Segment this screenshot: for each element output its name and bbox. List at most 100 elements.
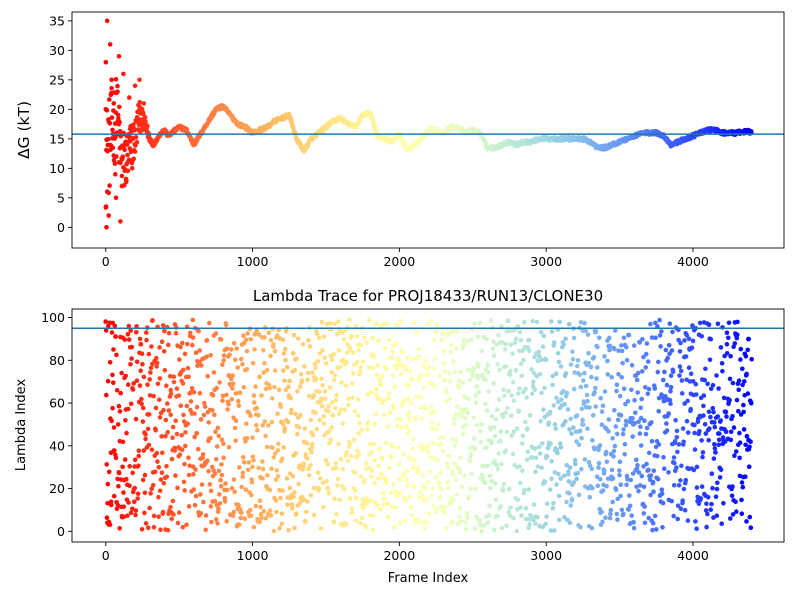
data-point: [507, 372, 513, 378]
data-point: [104, 225, 109, 230]
data-point: [656, 409, 661, 414]
data-point: [194, 431, 200, 436]
data-point: [131, 122, 136, 127]
data-point: [613, 487, 619, 493]
data-point: [658, 344, 663, 349]
data-point: [144, 337, 149, 343]
data-point: [641, 464, 646, 469]
data-point: [706, 438, 711, 443]
data-point: [125, 513, 130, 518]
data-point: [141, 101, 147, 106]
data-point: [146, 412, 152, 417]
data-point: [305, 377, 310, 383]
data-point: [728, 437, 734, 443]
data-point: [688, 406, 693, 412]
data-point: [163, 417, 169, 423]
data-point: [116, 470, 122, 476]
data-point: [432, 356, 438, 361]
data-point: [489, 414, 495, 419]
data-point: [114, 388, 120, 393]
data-point: [505, 328, 511, 334]
data-point: [194, 404, 200, 410]
data-point: [509, 413, 514, 419]
data-point: [617, 393, 623, 399]
data-point: [113, 334, 118, 339]
data-point: [236, 403, 242, 409]
data-point: [124, 142, 130, 147]
data-point: [538, 419, 543, 424]
data-point: [485, 463, 491, 469]
data-point: [460, 431, 466, 437]
data-point: [106, 213, 111, 218]
data-point: [195, 363, 200, 369]
data-point: [714, 373, 719, 378]
data-point: [393, 489, 399, 495]
data-point: [544, 454, 550, 460]
data-point: [394, 322, 400, 328]
data-point: [716, 437, 722, 443]
data-point: [619, 348, 625, 354]
data-point: [133, 416, 139, 422]
data-point: [552, 422, 558, 427]
y-tick-label: 60: [49, 396, 65, 411]
data-point: [678, 506, 684, 512]
data-point: [692, 447, 698, 452]
data-point: [370, 513, 376, 519]
data-point: [381, 502, 387, 508]
data-point: [332, 405, 338, 411]
data-point: [157, 376, 163, 381]
data-point: [437, 495, 443, 500]
data-point: [289, 407, 294, 413]
data-point: [185, 365, 191, 371]
data-point: [370, 527, 376, 533]
data-point: [606, 429, 611, 434]
data-point: [261, 508, 267, 514]
data-point: [426, 449, 431, 455]
data-point: [126, 500, 131, 505]
data-point: [692, 430, 697, 436]
data-point: [304, 509, 309, 515]
data-point: [719, 361, 725, 366]
data-point: [428, 404, 434, 409]
data-point: [198, 511, 204, 516]
data-point: [459, 414, 464, 420]
data-point: [154, 364, 159, 369]
data-point: [411, 320, 417, 326]
data-point: [724, 351, 730, 356]
data-point: [412, 458, 417, 463]
data-point: [617, 468, 622, 473]
data-point: [603, 449, 609, 455]
data-point: [181, 367, 186, 373]
data-point: [149, 344, 154, 349]
data-point: [727, 376, 733, 382]
data-point: [623, 418, 629, 424]
data-point: [561, 473, 567, 479]
data-point: [381, 496, 387, 502]
data-point: [170, 435, 175, 441]
data-point: [133, 135, 139, 140]
data-point: [519, 441, 525, 446]
data-point: [165, 401, 170, 406]
data-point: [224, 346, 230, 352]
data-point: [617, 459, 623, 465]
y-tick-label: 20: [49, 102, 65, 117]
data-point: [555, 399, 561, 405]
data-point: [582, 457, 588, 462]
data-point: [202, 400, 207, 406]
data-point: [677, 364, 683, 369]
data-point: [121, 71, 126, 77]
data-point: [708, 414, 713, 420]
data-point: [513, 367, 519, 373]
data-point: [126, 157, 132, 162]
data-point: [584, 392, 590, 398]
data-point: [594, 474, 600, 480]
data-point: [260, 466, 266, 472]
data-point: [586, 360, 592, 366]
data-point: [540, 344, 546, 350]
data-point: [282, 426, 288, 431]
data-point: [343, 521, 349, 527]
data-point: [107, 97, 112, 102]
data-point: [676, 483, 682, 488]
data-point: [549, 476, 554, 482]
data-point: [159, 470, 165, 476]
